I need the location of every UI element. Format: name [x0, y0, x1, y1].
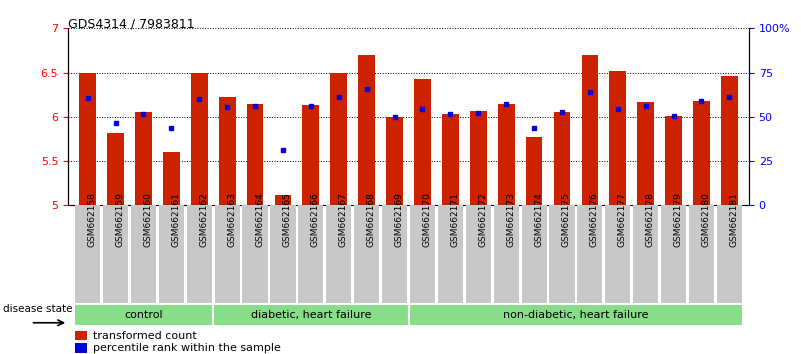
Text: GSM662180: GSM662180	[702, 193, 710, 247]
Text: GSM662170: GSM662170	[422, 193, 432, 247]
Text: GSM662176: GSM662176	[590, 193, 599, 247]
Text: GSM662167: GSM662167	[339, 193, 348, 247]
Text: GSM662164: GSM662164	[255, 193, 264, 247]
FancyBboxPatch shape	[606, 205, 630, 303]
Text: control: control	[124, 309, 163, 320]
Bar	[191, 73, 207, 205]
Bar	[442, 114, 459, 205]
Bar	[665, 116, 682, 205]
FancyBboxPatch shape	[689, 205, 714, 303]
Text: GSM662171: GSM662171	[450, 193, 459, 247]
FancyBboxPatch shape	[326, 205, 352, 303]
FancyBboxPatch shape	[578, 205, 602, 303]
Bar	[638, 102, 654, 205]
Text: GSM662159: GSM662159	[115, 193, 124, 247]
Bar	[135, 113, 152, 205]
FancyBboxPatch shape	[354, 205, 379, 303]
Text: diabetic, heart failure: diabetic, heart failure	[251, 309, 371, 320]
Bar	[75, 343, 87, 353]
FancyBboxPatch shape	[493, 205, 519, 303]
FancyBboxPatch shape	[409, 304, 743, 326]
Text: disease state: disease state	[3, 304, 73, 314]
Text: GSM662162: GSM662162	[199, 193, 208, 247]
Bar	[470, 110, 487, 205]
FancyBboxPatch shape	[298, 205, 324, 303]
FancyBboxPatch shape	[717, 205, 742, 303]
Text: GSM662161: GSM662161	[171, 193, 180, 247]
FancyBboxPatch shape	[187, 205, 211, 303]
Bar	[275, 195, 292, 205]
Bar	[219, 97, 235, 205]
Bar	[303, 105, 320, 205]
Text: GSM662177: GSM662177	[618, 193, 627, 247]
Bar	[553, 112, 570, 205]
FancyBboxPatch shape	[75, 205, 100, 303]
FancyBboxPatch shape	[131, 205, 156, 303]
Bar	[107, 133, 124, 205]
Text: GSM662158: GSM662158	[87, 193, 97, 247]
FancyBboxPatch shape	[243, 205, 268, 303]
Bar	[79, 73, 96, 205]
FancyBboxPatch shape	[213, 304, 409, 326]
Bar	[414, 79, 431, 205]
Text: GSM662168: GSM662168	[367, 193, 376, 247]
Bar	[163, 152, 179, 205]
FancyBboxPatch shape	[521, 205, 546, 303]
FancyBboxPatch shape	[410, 205, 435, 303]
Text: GSM662173: GSM662173	[506, 193, 515, 247]
Text: GSM662175: GSM662175	[562, 193, 571, 247]
FancyBboxPatch shape	[215, 205, 239, 303]
FancyBboxPatch shape	[103, 205, 128, 303]
Text: GSM662160: GSM662160	[143, 193, 152, 247]
Text: GSM662163: GSM662163	[227, 193, 236, 247]
Text: GSM662166: GSM662166	[311, 193, 320, 247]
Bar	[525, 137, 542, 205]
Text: GSM662174: GSM662174	[534, 193, 543, 247]
FancyBboxPatch shape	[74, 304, 213, 326]
FancyBboxPatch shape	[633, 205, 658, 303]
FancyBboxPatch shape	[271, 205, 296, 303]
FancyBboxPatch shape	[465, 205, 491, 303]
Bar	[582, 55, 598, 205]
Text: non-diabetic, heart failure: non-diabetic, heart failure	[503, 309, 649, 320]
FancyBboxPatch shape	[382, 205, 407, 303]
Text: GDS4314 / 7983811: GDS4314 / 7983811	[68, 18, 195, 31]
Bar	[386, 117, 403, 205]
Bar	[358, 55, 375, 205]
Bar	[721, 76, 738, 205]
Bar	[247, 103, 264, 205]
FancyBboxPatch shape	[159, 205, 184, 303]
Bar	[693, 101, 710, 205]
Text: GSM662181: GSM662181	[730, 193, 739, 247]
Text: GSM662165: GSM662165	[283, 193, 292, 247]
Text: transformed count: transformed count	[93, 331, 197, 341]
Bar	[75, 331, 87, 341]
FancyBboxPatch shape	[661, 205, 686, 303]
Text: GSM662172: GSM662172	[478, 193, 487, 247]
Bar	[497, 103, 514, 205]
FancyBboxPatch shape	[549, 205, 574, 303]
FancyBboxPatch shape	[438, 205, 463, 303]
Text: GSM662178: GSM662178	[646, 193, 654, 247]
Text: GSM662179: GSM662179	[674, 193, 682, 247]
Bar	[610, 71, 626, 205]
Bar	[330, 73, 347, 205]
Text: GSM662169: GSM662169	[395, 193, 404, 247]
Text: percentile rank within the sample: percentile rank within the sample	[93, 343, 281, 353]
